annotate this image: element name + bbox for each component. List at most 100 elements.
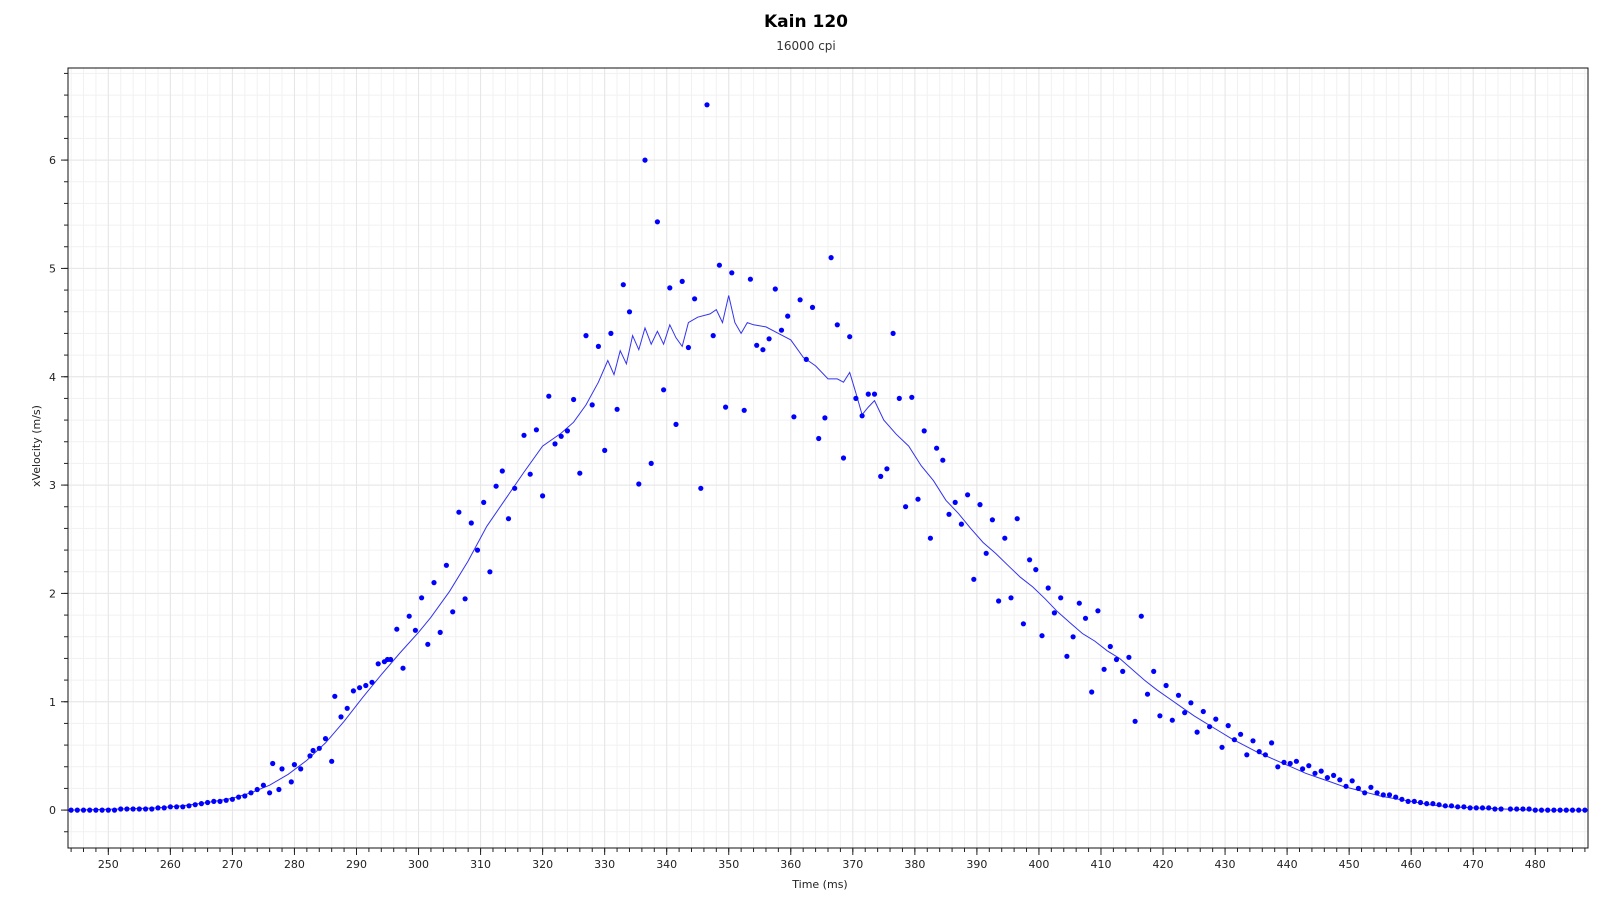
x-tick-label: 290 [346,858,367,871]
data-point [1300,766,1306,772]
data-point [729,270,735,276]
data-point [546,393,552,399]
data-point [1455,804,1461,810]
data-point [1213,716,1219,722]
data-point [136,806,142,812]
data-point [192,802,198,808]
data-point [260,782,266,788]
data-point [419,595,425,601]
data-point [803,356,809,362]
data-point [291,762,297,768]
data-point [1430,801,1436,807]
data-point [1207,724,1213,730]
data-point [394,626,400,632]
data-point [1076,600,1082,606]
data-point [1436,802,1442,808]
data-point [828,255,834,261]
data-point [1256,749,1262,755]
data-point [934,445,940,451]
data-point [149,806,155,812]
data-point [493,483,499,489]
line-series [71,295,1585,811]
data-point [834,322,840,328]
data-point [1551,807,1557,813]
data-point [474,547,481,553]
data-point [186,803,192,809]
x-tick-label: 410 [1090,858,1111,871]
data-point [1405,798,1411,805]
data-point [716,262,723,268]
data-point [698,485,704,491]
data-point [211,798,217,805]
data-point [983,550,989,556]
data-point [1312,770,1318,776]
data-point [1442,803,1448,809]
data-point [642,157,648,163]
data-point [996,598,1002,604]
x-tick-label: 310 [470,858,491,871]
data-point [710,333,716,339]
data-point [161,805,167,811]
data-point [822,415,828,421]
data-point [1520,806,1526,812]
data-point [242,793,248,799]
data-point [487,569,493,575]
data-point [741,407,747,413]
data-point [1374,790,1380,796]
data-point [552,441,558,447]
data-point [952,499,958,505]
data-point [940,457,946,463]
data-point [871,391,878,397]
data-point [1082,615,1089,621]
data-point [481,499,487,505]
data-point [431,580,437,586]
data-point [1151,668,1157,675]
data-point [809,304,816,310]
data-point [946,511,952,517]
y-tick-label: 5 [49,262,56,275]
data-point [174,804,180,810]
data-point [1399,796,1405,802]
data-point [840,455,847,461]
x-tick-label: 430 [1215,858,1236,871]
y-tick-label: 2 [49,587,56,600]
x-tick-label: 280 [284,858,305,871]
data-point [1473,805,1479,811]
data-point [505,516,512,522]
y-tick-label: 6 [49,154,56,167]
data-point [1386,792,1393,798]
data-point [338,714,344,720]
data-point [350,688,356,694]
data-point [1113,656,1120,663]
data-point [236,794,242,800]
data-point [1020,621,1026,627]
data-point [512,485,518,491]
data-point [1393,794,1399,800]
data-point [760,347,766,353]
data-point [437,629,443,636]
data-point [778,327,785,333]
x-tick-label: 460 [1401,858,1422,871]
data-point [865,391,871,397]
data-point [654,219,661,225]
data-point [1486,805,1492,811]
data-point [1538,807,1545,813]
data-point [425,641,431,647]
data-point [859,413,865,419]
x-tick-label: 450 [1339,858,1360,871]
minor-grid [68,68,1588,848]
data-point [921,428,927,434]
x-tick-label: 470 [1463,858,1484,871]
data-point [971,576,977,582]
data-point [558,433,564,439]
x-tick-label: 250 [98,858,119,871]
data-point [679,278,685,284]
data-point [791,414,797,420]
data-point [661,387,667,393]
data-point [648,460,654,466]
data-point [909,394,915,400]
data-point [1269,740,1275,746]
data-point [847,334,853,340]
data-point [915,496,921,502]
